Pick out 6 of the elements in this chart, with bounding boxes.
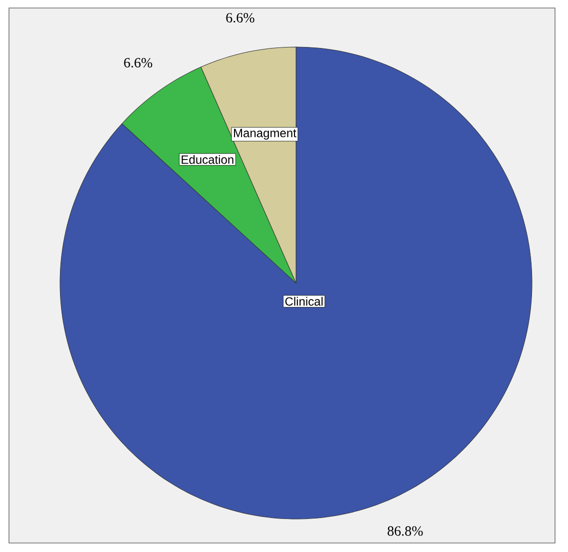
data-label: 6.6%	[124, 58, 152, 68]
slice-label: Managment	[234, 128, 296, 140]
data-label: 86.8%	[388, 526, 423, 536]
data-label: 6.6%	[226, 13, 254, 23]
slice-label: Clinical	[285, 296, 323, 306]
slice-label: Education	[182, 155, 234, 164]
